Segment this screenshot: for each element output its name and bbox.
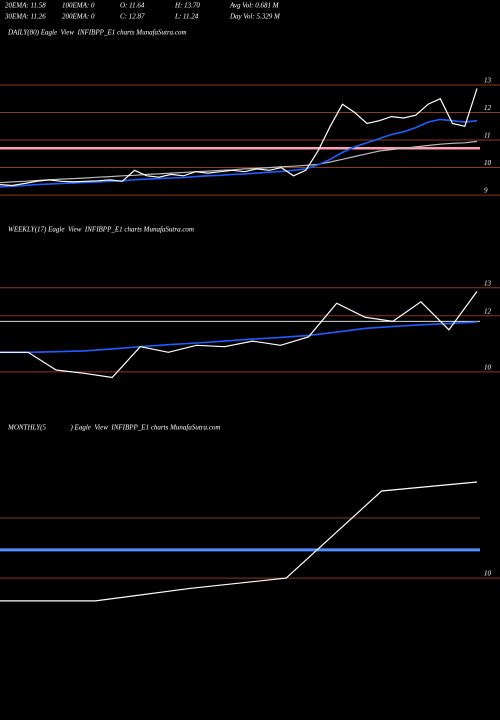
panel-title: DAILY(80) Eagle View INFIBPP_E1 charts M… bbox=[7, 29, 187, 37]
stat: 200EMA: 0 bbox=[62, 13, 95, 21]
price-line bbox=[0, 140, 478, 184]
y-tick-label: 12 bbox=[484, 307, 492, 315]
stat: O: 11.64 bbox=[120, 2, 145, 10]
stat: 20EMA: 11.58 bbox=[5, 2, 46, 10]
panel-title: WEEKLY(17) Eagle View INFIBPP_E1 charts … bbox=[8, 226, 194, 234]
price-line bbox=[0, 481, 478, 602]
price-line bbox=[0, 291, 478, 379]
y-tick-label: 10 bbox=[484, 364, 492, 372]
stat: C: 12.87 bbox=[120, 13, 145, 21]
y-tick-label: 13 bbox=[484, 279, 492, 287]
stat: 30EMA: 11.26 bbox=[4, 13, 46, 21]
stat: H: 13.70 bbox=[174, 2, 200, 10]
y-tick-label: 10 bbox=[484, 159, 492, 167]
panel-title: MONTHLY(5 ) Eagle View INFIBPP_E1 charts… bbox=[7, 424, 220, 432]
stat: Avg Vol: 0.681 M bbox=[229, 2, 280, 10]
price-line bbox=[0, 321, 478, 354]
y-tick-label: 12 bbox=[484, 104, 492, 112]
stat: L: 11.24 bbox=[174, 13, 199, 21]
stat: Day Vol: 5.329 M bbox=[229, 13, 281, 21]
price-line bbox=[0, 88, 478, 187]
y-tick-label: 9 bbox=[484, 187, 488, 195]
y-tick-label: 11 bbox=[484, 132, 490, 140]
price-line bbox=[0, 118, 478, 188]
y-tick-label: 13 bbox=[484, 77, 492, 85]
y-tick-label: 10 bbox=[484, 570, 492, 578]
stat: 100EMA: 0 bbox=[62, 2, 95, 10]
